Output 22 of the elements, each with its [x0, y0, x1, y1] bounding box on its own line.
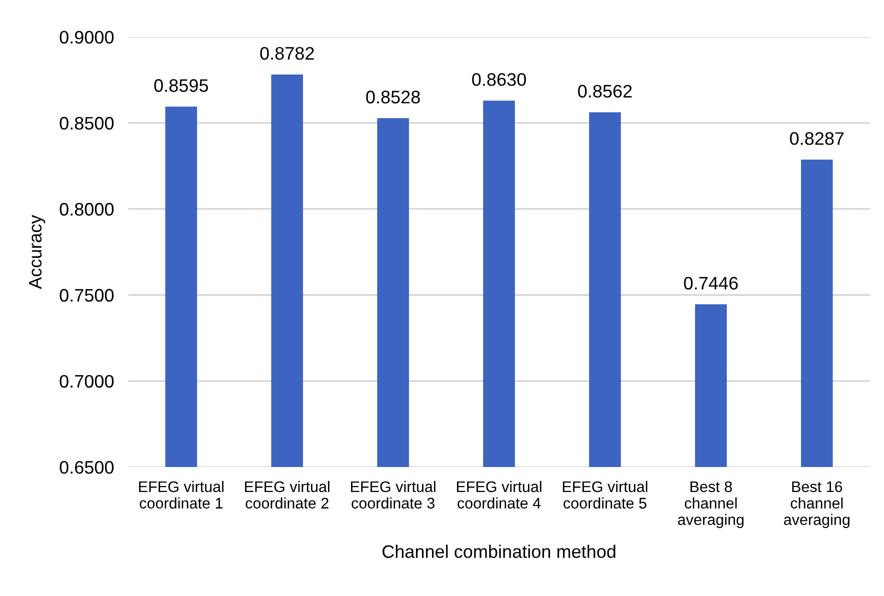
x-tick-label: EFEG virtual coordinate 5: [562, 480, 648, 509]
y-tick-label: 0.6500: [60, 460, 114, 474]
x-tick-label: EFEG virtual coordinate 1: [139, 480, 224, 509]
x-tick-label: Best 8 channel averaging: [678, 481, 744, 528]
x-tick-label: EFEG virtual coordinate 4: [456, 480, 542, 509]
y-axis-title: Accuracy: [29, 214, 46, 290]
data-label: 0.7446: [684, 276, 738, 290]
y-tick-label: 0.7500: [60, 288, 114, 302]
y-tick-label: 0.9000: [60, 30, 114, 44]
data-label: 0.8782: [260, 46, 314, 60]
data-label: 0.8287: [790, 132, 844, 145]
y-tick-label: 0.7000: [60, 374, 114, 388]
x-tick-label: EFEG virtual coordinate 2: [245, 480, 330, 509]
x-tick-label: EFEG virtual coordinate 3: [351, 480, 436, 509]
data-label: 0.8562: [578, 84, 632, 98]
y-tick-label: 0.8500: [60, 116, 114, 130]
x-axis-title: Channel combination method: [382, 544, 616, 558]
y-tick-label: 0.8000: [60, 202, 114, 216]
data-label: 0.8595: [154, 79, 208, 92]
x-tick-label: Best 16 channel averaging: [784, 481, 850, 528]
data-label: 0.8528: [366, 90, 420, 104]
data-label: 0.8630: [472, 73, 526, 86]
